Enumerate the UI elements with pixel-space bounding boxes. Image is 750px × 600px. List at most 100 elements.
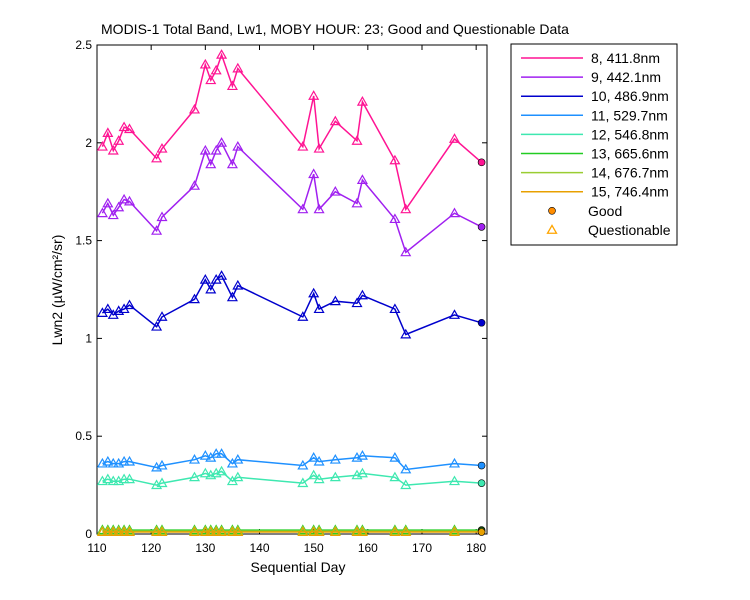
questionable-point	[400, 479, 412, 490]
questionable-point	[205, 158, 217, 169]
questionable-point	[308, 469, 320, 480]
questionable-point	[389, 526, 401, 537]
questionable-point	[448, 526, 461, 537]
questionable-point	[356, 526, 368, 537]
questionable-point	[356, 467, 368, 478]
series-line	[101, 52, 483, 212]
questionable-point	[102, 473, 114, 484]
questionable-point	[199, 144, 211, 155]
questionable-point	[232, 279, 244, 290]
questionable-point	[356, 289, 368, 300]
questionable-point	[123, 455, 136, 466]
legend-label: 8, 411.8nm	[591, 50, 660, 66]
questionable-point	[118, 526, 130, 537]
questionable-point	[356, 96, 368, 106]
questionable-point	[313, 473, 325, 484]
questionable-point	[118, 193, 130, 204]
questionable-point	[226, 80, 238, 91]
questionable-point	[96, 141, 108, 151]
good-point	[477, 461, 486, 470]
questionable-point	[113, 526, 125, 537]
series-line	[101, 141, 482, 254]
questionable-point	[102, 197, 114, 208]
questionable-point	[118, 455, 130, 466]
questionable-point	[448, 133, 461, 143]
questionable-point	[96, 526, 108, 537]
questionable-point	[400, 463, 412, 474]
questionable-point	[123, 526, 136, 537]
questionable-point	[308, 168, 320, 179]
x-tick-label: 180	[466, 541, 486, 555]
questionable-point	[107, 526, 119, 537]
legend-label: 15, 746.4nm	[591, 184, 669, 200]
series-8	[96, 526, 486, 537]
questionable-point	[329, 115, 341, 126]
questionable-point	[210, 64, 222, 75]
questionable-point	[151, 526, 163, 537]
questionable-point	[351, 297, 363, 308]
questionable-point	[205, 283, 217, 294]
questionable-point	[313, 455, 325, 466]
legend-questionable-marker	[546, 224, 558, 234]
legend-good-marker	[548, 207, 556, 215]
questionable-point	[389, 303, 401, 314]
questionable-point	[123, 195, 136, 206]
questionable-point	[232, 141, 244, 151]
x-tick-label: 110	[87, 541, 106, 555]
questionable-point	[113, 201, 125, 212]
questionable-point	[205, 526, 217, 537]
questionable-point	[313, 142, 325, 153]
questionable-point	[232, 453, 244, 464]
questionable-point	[297, 526, 309, 537]
questionable-point	[151, 152, 163, 163]
questionable-point	[102, 127, 114, 137]
y-tick-label: 0.5	[75, 429, 92, 443]
questionable-point	[118, 473, 130, 484]
questionable-point	[107, 457, 119, 468]
x-tick-label: 150	[304, 541, 324, 555]
questionable-point	[216, 526, 228, 537]
questionable-point	[216, 448, 228, 458]
questionable-point	[188, 453, 201, 464]
questionable-point	[156, 477, 168, 488]
questionable-point	[216, 137, 228, 147]
questionable-point	[199, 274, 211, 284]
questionable-point	[313, 203, 325, 214]
questionable-point	[216, 270, 228, 280]
questionable-point	[448, 207, 461, 218]
x-axis-label: Sequential Day	[251, 559, 346, 575]
questionable-point	[118, 121, 130, 132]
series-line	[102, 453, 482, 471]
questionable-point	[329, 526, 341, 537]
questionable-point	[102, 303, 114, 314]
x-tick-label: 140	[249, 541, 269, 555]
legend-label: 12, 546.8nm	[591, 126, 669, 142]
questionable-point	[351, 135, 363, 145]
questionable-point	[210, 526, 222, 537]
questionable-point	[188, 526, 201, 537]
questionable-point	[356, 450, 368, 460]
questionable-point	[226, 158, 238, 169]
questionable-point	[102, 455, 114, 466]
questionable-point	[329, 185, 341, 196]
good-point	[477, 479, 486, 487]
questionable-point	[123, 473, 136, 484]
good-point	[477, 223, 486, 231]
legend-label: 10, 486.9nm	[591, 88, 669, 104]
questionable-point	[297, 141, 309, 151]
questionable-point	[199, 58, 211, 69]
series-1	[96, 49, 486, 214]
questionable-point	[188, 471, 201, 482]
questionable-point	[351, 526, 363, 537]
questionable-point	[308, 90, 320, 100]
plot-area: 110 120 130 140 150 160 170 180 0 0.5 1 1.5 2 2.5	[75, 38, 488, 555]
questionable-point	[313, 526, 325, 537]
questionable-point	[313, 303, 325, 314]
questionable-point	[400, 328, 412, 339]
questionable-point	[96, 207, 108, 218]
x-tick-label: 170	[412, 541, 432, 555]
questionable-point	[123, 123, 136, 134]
questionable-point	[156, 459, 168, 470]
legend-label: 14, 676.7nm	[591, 165, 669, 181]
